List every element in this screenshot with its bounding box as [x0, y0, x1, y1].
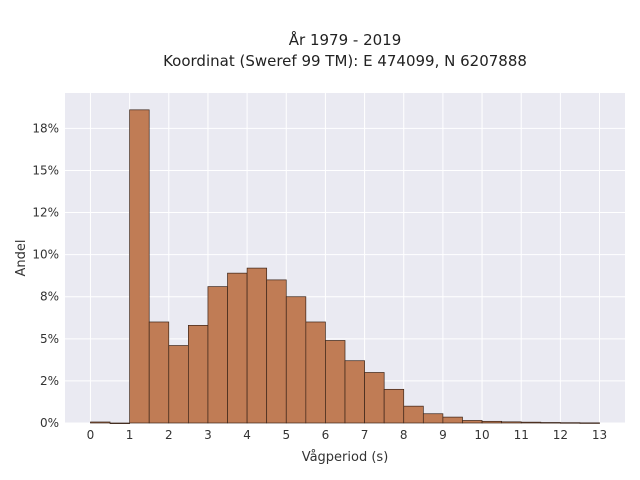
chart-subtitle: Koordinat (Sweref 99 TM): E 474099, N 62… — [163, 52, 527, 70]
x-tick-label: 1 — [126, 428, 134, 442]
x-tick-label: 6 — [322, 428, 330, 442]
x-tick-label: 3 — [204, 428, 212, 442]
histogram-bar — [403, 405, 424, 424]
x-tick-label: 4 — [243, 428, 251, 442]
histogram-bar — [579, 422, 600, 424]
y-tick-label: 8% — [40, 290, 59, 304]
histogram-bar — [344, 360, 365, 424]
histogram-bar — [90, 421, 111, 424]
x-tick-label: 8 — [400, 428, 408, 442]
histogram-bar — [168, 345, 189, 424]
histogram-bar — [129, 109, 150, 424]
x-tick-label: 0 — [87, 428, 95, 442]
histogram-bar — [325, 340, 346, 424]
histogram-bar — [540, 422, 561, 424]
x-tick-label: 2 — [165, 428, 173, 442]
y-tick-label: 15% — [32, 163, 59, 177]
histogram-bar — [364, 372, 385, 424]
chart-title: År 1979 - 2019 — [289, 30, 402, 49]
x-tick-label: 13 — [592, 428, 607, 442]
x-tick-label: 5 — [282, 428, 290, 442]
histogram-bar — [246, 267, 268, 424]
histogram-bar — [501, 421, 522, 424]
y-axis-ticks: 0% 2% 5% 8% 10% 12% 15% 18% — [32, 121, 59, 430]
histogram-bar — [227, 272, 248, 424]
x-tick-label: 11 — [514, 428, 529, 442]
bars — [90, 109, 600, 424]
histogram-bar — [520, 421, 542, 424]
x-tick-label: 10 — [474, 428, 489, 442]
histogram-bar — [383, 388, 405, 424]
y-tick-label: 12% — [32, 206, 59, 220]
histogram-bar — [188, 324, 209, 424]
histogram-bar — [285, 296, 307, 424]
histogram-bar — [422, 413, 444, 424]
x-tick-label: 7 — [361, 428, 369, 442]
histogram-bar — [109, 422, 130, 424]
y-tick-label: 10% — [32, 248, 59, 262]
histogram-bar — [207, 286, 228, 424]
x-tick-label: 9 — [439, 428, 447, 442]
x-axis-ticks: 0 1 2 3 4 5 6 7 8 9 10 11 12 13 — [87, 428, 608, 442]
y-tick-label: 18% — [32, 121, 59, 135]
histogram-bar — [442, 416, 463, 424]
y-tick-label: 0% — [40, 416, 59, 430]
x-axis-label: Vågperiod (s) — [302, 450, 389, 465]
histogram-bar — [462, 420, 483, 424]
histogram-bar — [481, 420, 502, 424]
histogram-bar — [560, 422, 581, 424]
y-axis-label: Andel — [14, 240, 29, 277]
x-tick-label: 12 — [553, 428, 568, 442]
y-tick-label: 5% — [40, 332, 59, 346]
histogram-bar — [305, 321, 326, 424]
histogram-bar — [266, 279, 287, 424]
histogram-bar — [148, 321, 170, 424]
y-tick-label: 2% — [40, 374, 59, 388]
